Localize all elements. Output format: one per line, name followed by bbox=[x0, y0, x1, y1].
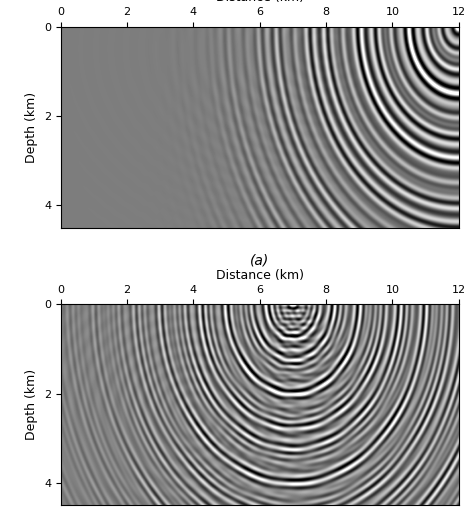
Text: (a): (a) bbox=[250, 254, 270, 268]
Y-axis label: Depth (km): Depth (km) bbox=[25, 369, 38, 440]
Y-axis label: Depth (km): Depth (km) bbox=[25, 92, 38, 163]
X-axis label: Distance (km): Distance (km) bbox=[216, 269, 304, 282]
X-axis label: Distance (km): Distance (km) bbox=[216, 0, 304, 4]
